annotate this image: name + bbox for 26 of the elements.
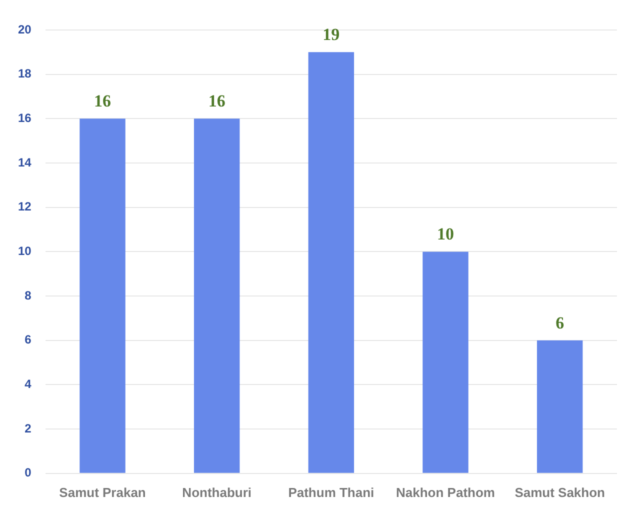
y-tick-label: 8 (24, 288, 32, 302)
y-tick-label: 6 (24, 332, 32, 347)
data-label: 6 (556, 313, 564, 332)
x-tick-label: Samut Sakhon (514, 484, 606, 500)
y-tick-label: 0 (24, 466, 32, 480)
y-tick-label: 14 (18, 155, 32, 170)
x-tick-label: Nonthaburi (182, 484, 252, 500)
data-label: 16 (208, 92, 226, 111)
y-tick-label: 16 (18, 110, 32, 125)
y-tick-label: 20 (18, 22, 32, 36)
y-tick-label: 12 (18, 200, 32, 214)
y-tick-label: 4 (24, 377, 32, 392)
data-label: 16 (94, 92, 112, 111)
x-tick-label: Samut Prakan (59, 484, 146, 500)
bar (194, 118, 240, 473)
bar (308, 52, 354, 473)
y-tick-label: 10 (18, 244, 32, 258)
y-tick-label: 2 (24, 421, 32, 436)
x-tick-label: Pathum Thani (288, 484, 374, 500)
bar (536, 340, 583, 473)
data-label: 10 (437, 224, 454, 244)
bar (80, 118, 126, 473)
y-tick-label: 18 (18, 66, 32, 81)
data-label: 19 (322, 25, 340, 44)
bar (422, 252, 468, 473)
x-tick-label: Nakhon Pathom (396, 484, 495, 500)
